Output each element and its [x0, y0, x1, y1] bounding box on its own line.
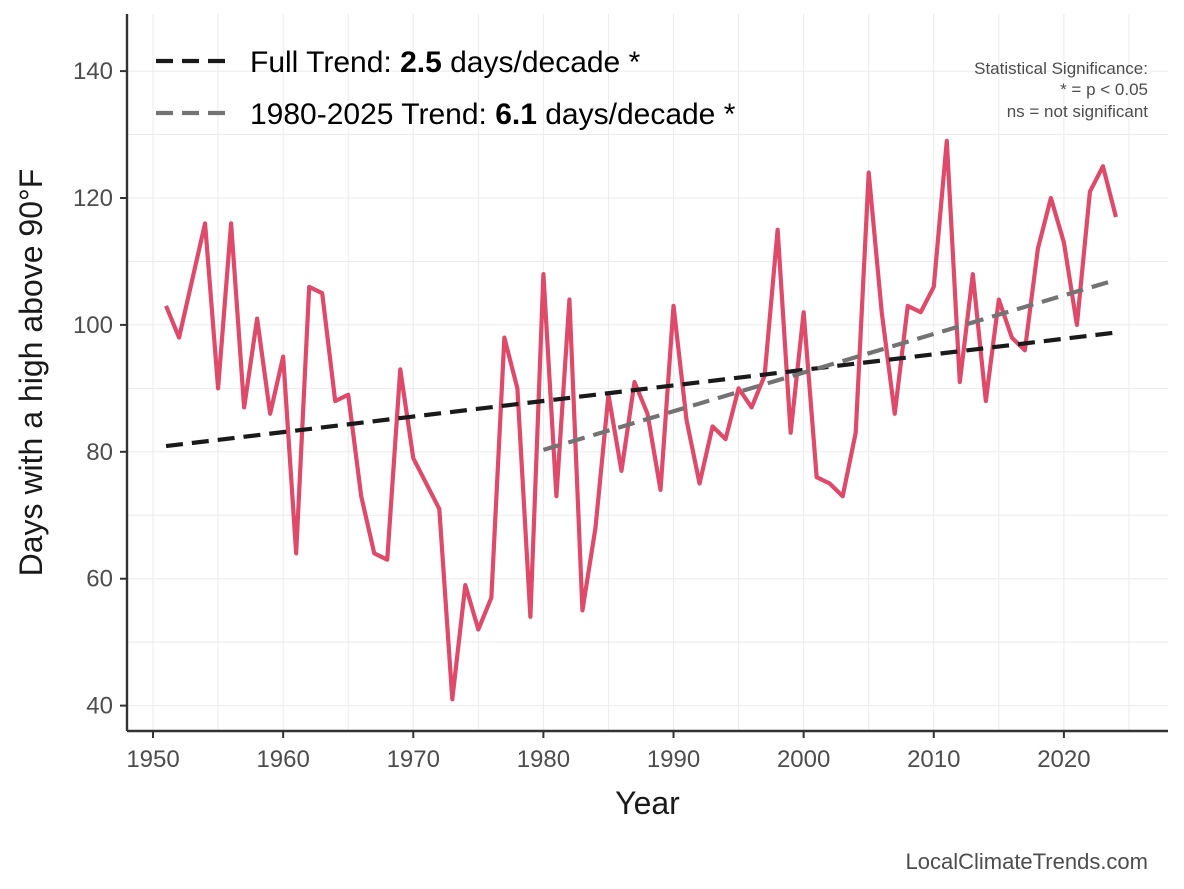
legend-suffix: days/decade * [442, 46, 641, 79]
legend-prefix: 1980-2025 Trend: [250, 98, 495, 131]
x-tick-label: 1980 [517, 746, 570, 773]
y-tick-label: 40 [86, 693, 113, 720]
x-tick-label: 2000 [777, 746, 830, 773]
trend-line-full [165, 330, 1117, 449]
y-tick-label: 60 [86, 566, 113, 593]
y-tick-label: 120 [73, 185, 113, 212]
significance-title: Statistical Significance: [974, 59, 1148, 78]
source-caption: LocalClimateTrends.com [906, 849, 1149, 874]
y-axis-title: Days with a high above 90°F [13, 169, 49, 577]
x-tick-label: 1960 [256, 746, 309, 773]
legend: Full Trend: 2.5 days/decade * 1980-2025 … [156, 46, 736, 131]
series-line-days-above-90 [164, 138, 1118, 702]
plot-series [164, 138, 1118, 702]
x-axis-title: Year [615, 785, 680, 821]
legend-value: 2.5 [400, 46, 442, 79]
legend-label-1980-trend: 1980-2025 Trend: 6.1 days/decade * [250, 98, 736, 131]
x-tick-label: 2010 [907, 746, 960, 773]
y-tick-label: 140 [73, 58, 113, 85]
y-tick-label: 100 [73, 312, 113, 339]
significance-p-value: * = p < 0.05 [1060, 80, 1148, 99]
trend-line-1980-2025 [542, 277, 1117, 452]
legend-suffix: days/decade * [537, 98, 736, 131]
significance-ns: ns = not significant [1007, 102, 1149, 121]
y-tick-label: 80 [86, 439, 113, 466]
axes [125, 14, 1168, 733]
x-tick-label: 2020 [1037, 746, 1090, 773]
x-tick-label: 1970 [387, 746, 440, 773]
ticks: 1950 1960 1970 1980 1990 2000 2010 2020 40 60 80 10… [73, 58, 1091, 773]
x-tick-label: 1990 [647, 746, 700, 773]
x-tick-label: 1950 [126, 746, 179, 773]
legend-prefix: Full Trend: [250, 46, 400, 79]
significance-note: Statistical Significance: * = p < 0.05 n… [974, 59, 1148, 121]
legend-label-full-trend: Full Trend: 2.5 days/decade * [250, 46, 641, 79]
legend-value: 6.1 [495, 98, 537, 131]
